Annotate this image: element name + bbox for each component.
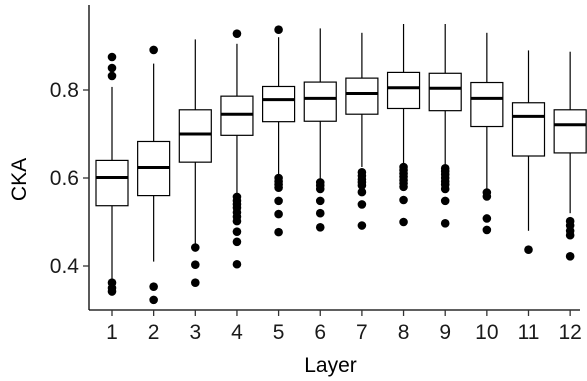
outlier-point: [232, 29, 242, 38]
y-axis-title: CKA: [8, 158, 31, 201]
outlier-point: [565, 230, 575, 240]
outlier-point: [274, 183, 283, 192]
outlier-point: [191, 260, 200, 269]
outlier-point: [357, 181, 367, 190]
iqr-box: [428, 72, 462, 112]
outlier-point: [107, 52, 117, 62]
outlier-point: [315, 222, 325, 232]
outlier-point: [232, 259, 242, 269]
x-tick-label: 1: [106, 321, 118, 344]
outlier-point: [191, 278, 200, 288]
outlier-point: [357, 187, 367, 197]
box-layer-10: [470, 32, 504, 235]
outlier-point: [149, 282, 158, 291]
outlier-point: [399, 182, 408, 192]
y-tick-label: 0.8: [50, 79, 79, 102]
box-layer-5: [262, 25, 296, 237]
outlier-point: [107, 63, 117, 73]
outlier-point: [107, 71, 117, 81]
box-layer-12: [553, 51, 587, 261]
outlier-point: [274, 196, 283, 206]
iqr-box: [95, 159, 129, 207]
iqr-box: [386, 71, 421, 110]
outlier-point: [274, 227, 283, 237]
outlier-point: [315, 208, 325, 218]
outlier-point: [440, 219, 450, 228]
x-tick-label: 2: [148, 321, 160, 344]
x-tick-label: 9: [439, 321, 451, 344]
outlier-point: [482, 214, 492, 223]
outlier-point: [232, 237, 242, 247]
outlier-point: [149, 295, 158, 305]
y-tick-label: 0.4: [50, 255, 80, 278]
box-layer-2: [137, 45, 171, 305]
outlier-point: [274, 25, 283, 35]
x-axis-title: Layer: [304, 354, 357, 377]
outlier-point: [232, 227, 242, 236]
outlier-point: [107, 287, 117, 296]
y-axis-ticks: 0.4 0.6 0.8: [50, 79, 89, 278]
x-tick-label: 3: [189, 321, 201, 344]
box-layer-3: [178, 39, 212, 288]
iqr-box: [220, 95, 254, 136]
x-tick-label: 11: [518, 321, 540, 344]
iqr-box: [470, 81, 504, 128]
outlier-point: [191, 243, 200, 252]
outlier-point: [315, 184, 325, 194]
box-layer-1: [95, 52, 129, 296]
box-layer-8: [386, 24, 421, 227]
outlier-point: [440, 196, 450, 206]
box-layer-9: [428, 24, 462, 228]
outlier-point: [357, 221, 367, 230]
outlier-point: [274, 209, 283, 219]
box-layer-11: [511, 50, 546, 255]
x-tick-label: 4: [231, 321, 243, 344]
box-layer-6: [303, 28, 337, 232]
y-tick-label: 0.6: [50, 167, 79, 190]
outlier-point: [482, 225, 492, 235]
box-layer-7: [345, 32, 379, 230]
outlier-point: [440, 184, 450, 194]
iqr-box: [345, 77, 379, 115]
iqr-box: [553, 109, 587, 154]
x-tick-label: 6: [314, 321, 326, 344]
x-tick-label: 7: [356, 321, 368, 344]
x-tick-label: 5: [273, 321, 285, 344]
x-axis-ticks: 1 2 3 4 5 6 7 8 9 10 11 12: [106, 310, 582, 344]
plot-area: [95, 24, 587, 305]
iqr-box: [511, 102, 546, 157]
x-tick-label: 12: [558, 321, 581, 344]
outlier-point: [399, 195, 408, 205]
axes: 0.40.60.8 1 2 3 4 5 6 7 8 9 10 11 12: [50, 5, 582, 344]
iqr-box: [303, 81, 337, 122]
x-tick-label: 8: [398, 321, 410, 344]
outlier-point: [232, 216, 242, 226]
outlier-point: [399, 217, 408, 227]
outlier-point: [149, 45, 158, 55]
outlier-point: [357, 200, 367, 209]
iqr-box: [178, 109, 212, 163]
outlier-point: [482, 192, 492, 201]
outlier-point: [315, 196, 325, 206]
x-tick-label: 10: [475, 321, 498, 344]
box-layer-4: [220, 29, 254, 269]
outlier-point: [565, 252, 575, 261]
iqr-box: [262, 85, 296, 123]
outlier-point: [524, 245, 533, 255]
